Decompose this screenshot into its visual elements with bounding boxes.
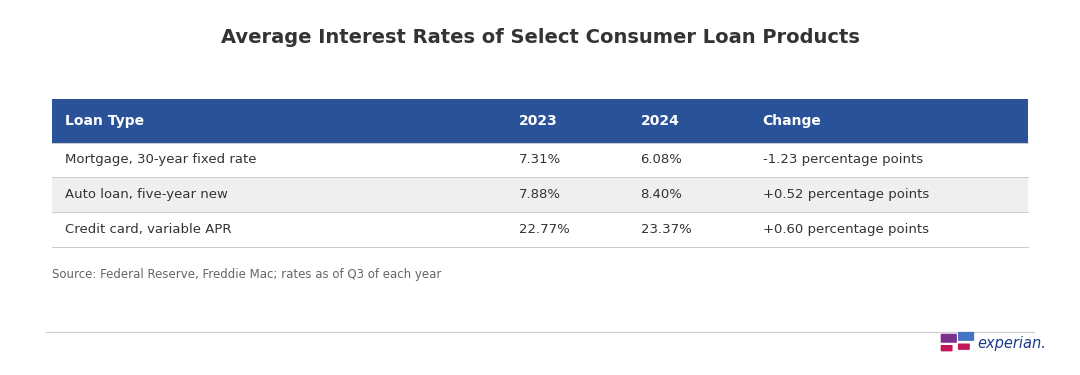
Text: Mortgage, 30-year fixed rate: Mortgage, 30-year fixed rate	[65, 153, 256, 166]
Text: +0.52 percentage points: +0.52 percentage points	[762, 188, 929, 201]
Text: 8.40%: 8.40%	[640, 188, 683, 201]
Text: Average Interest Rates of Select Consumer Loan Products: Average Interest Rates of Select Consume…	[220, 28, 860, 47]
Text: +0.60 percentage points: +0.60 percentage points	[762, 223, 929, 236]
Text: Credit card, variable APR: Credit card, variable APR	[65, 223, 231, 236]
Text: experian.: experian.	[977, 336, 1047, 351]
Text: Loan Type: Loan Type	[65, 114, 144, 128]
Text: -1.23 percentage points: -1.23 percentage points	[762, 153, 922, 166]
Text: Source: Federal Reserve, Freddie Mac; rates as of Q3 of each year: Source: Federal Reserve, Freddie Mac; ra…	[52, 268, 442, 281]
Text: 2023: 2023	[518, 114, 557, 128]
Text: 7.31%: 7.31%	[518, 153, 561, 166]
Text: 6.08%: 6.08%	[640, 153, 683, 166]
Text: 7.88%: 7.88%	[518, 188, 561, 201]
Text: Change: Change	[762, 114, 822, 128]
Text: 22.77%: 22.77%	[518, 223, 569, 236]
Text: Auto loan, five-year new: Auto loan, five-year new	[65, 188, 228, 201]
Text: 2024: 2024	[640, 114, 679, 128]
Text: 23.37%: 23.37%	[640, 223, 691, 236]
